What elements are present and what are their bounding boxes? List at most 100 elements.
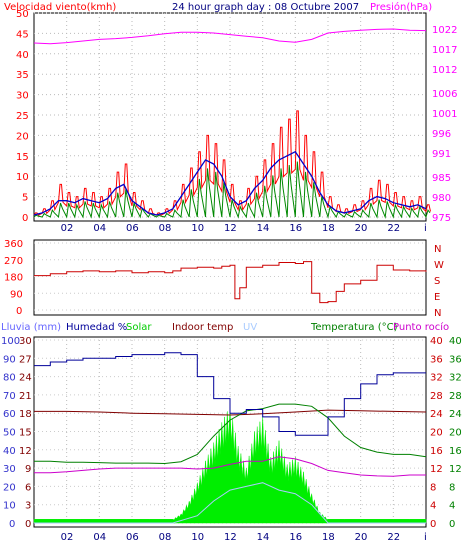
wind-y-tick: 35 bbox=[16, 70, 29, 81]
humidity-y-tick: 70 bbox=[3, 391, 16, 402]
legend-uv: UV bbox=[243, 322, 257, 333]
indoor-y-tick: 3 bbox=[25, 501, 31, 512]
uv-line bbox=[34, 482, 426, 524]
wind-x-tick: 02 bbox=[61, 223, 74, 234]
wind-y-tick: 10 bbox=[16, 172, 29, 183]
humidity-y-tick: 10 bbox=[3, 501, 16, 512]
temp-y-tick: 20 bbox=[430, 428, 443, 439]
indoor-y-tick: 12 bbox=[19, 446, 32, 457]
humidity-y-tick: 50 bbox=[3, 428, 16, 439]
temp-x-tick: 18 bbox=[322, 532, 335, 543]
wind-x-tick: 22 bbox=[387, 223, 400, 234]
wind-y-tick: 30 bbox=[16, 91, 29, 102]
dew-y-tick: 16 bbox=[449, 446, 462, 457]
humidity-y-tick: 80 bbox=[3, 373, 16, 384]
temp-x-tick: 22 bbox=[387, 532, 400, 543]
pressure-y-tick: 1017 bbox=[432, 45, 457, 56]
temp-x-tick: 02 bbox=[61, 532, 74, 543]
temperature-line bbox=[34, 403, 427, 465]
wind-x-tick: 16 bbox=[289, 223, 302, 234]
humidity-y-tick: 20 bbox=[3, 482, 16, 493]
temp-y-tick: 8 bbox=[430, 482, 436, 493]
wind-x-tick-end: i bbox=[424, 223, 427, 234]
temp-x-tick: 04 bbox=[93, 532, 106, 543]
indoor-y-tick: 27 bbox=[19, 354, 32, 365]
wind-x-tick: 20 bbox=[355, 223, 368, 234]
legend-indoor-temp: Indoor temp bbox=[172, 322, 233, 333]
temp-x-tick-end: i bbox=[424, 532, 427, 543]
wind-y-tick: 5 bbox=[22, 193, 28, 204]
indoor-temp-line bbox=[34, 409, 427, 416]
humidity-y-tick: 60 bbox=[3, 409, 16, 420]
indoor-y-tick: 24 bbox=[19, 373, 32, 384]
pressure-y-tick: 975 bbox=[432, 213, 451, 224]
dew-y-tick: 0 bbox=[449, 519, 455, 530]
dew-y-tick: 28 bbox=[449, 391, 462, 402]
temp-y-tick: 12 bbox=[430, 464, 443, 475]
graph-title: 24 hour graph day : 08 Octubre 2007 bbox=[172, 2, 359, 13]
humidity-y-tick: 0 bbox=[9, 519, 15, 530]
pressure-line bbox=[33, 28, 427, 45]
wind-y-tick: 0 bbox=[22, 213, 28, 224]
temp-y-tick: 36 bbox=[430, 354, 443, 365]
pressure-y-tick: 1006 bbox=[432, 89, 457, 100]
humidity-y-tick: 40 bbox=[3, 446, 16, 457]
direction-compass-tick: E bbox=[434, 292, 440, 303]
wind-x-tick: 08 bbox=[159, 223, 172, 234]
indoor-y-tick: 18 bbox=[19, 409, 32, 420]
wind-x-tick: 12 bbox=[224, 223, 237, 234]
wind-y-tick: 45 bbox=[16, 29, 29, 40]
wind-x-tick: 04 bbox=[93, 223, 106, 234]
temp-y-tick: 40 bbox=[430, 336, 443, 347]
legend-humidity: Humedad % bbox=[66, 322, 127, 333]
dew-y-tick: 20 bbox=[449, 428, 462, 439]
wind-y-tick: 40 bbox=[16, 50, 29, 61]
dew-y-tick: 32 bbox=[449, 373, 462, 384]
direction-panel-frame bbox=[33, 239, 427, 316]
direction-compass-tick: S bbox=[434, 276, 440, 287]
temp-y-tick: 0 bbox=[430, 519, 436, 530]
temp-y-tick: 32 bbox=[430, 373, 443, 384]
direction-y-tick: 0 bbox=[16, 306, 22, 317]
direction-y-tick: 90 bbox=[10, 289, 23, 300]
pressure-y-tick: 1001 bbox=[432, 109, 457, 120]
humidity-y-tick: 90 bbox=[3, 354, 16, 365]
pressure-y-tick: 980 bbox=[432, 193, 451, 204]
pressure-y-tick: 1022 bbox=[432, 25, 457, 36]
temp-y-tick: 16 bbox=[430, 446, 443, 457]
dew-y-tick: 24 bbox=[449, 409, 462, 420]
direction-compass-tick: W bbox=[434, 260, 444, 271]
temp-x-tick: 08 bbox=[159, 532, 172, 543]
dew-y-tick: 36 bbox=[449, 354, 462, 365]
temp-x-tick: 06 bbox=[126, 532, 139, 543]
humidity-y-tick: 30 bbox=[3, 464, 16, 475]
temp-y-tick: 24 bbox=[430, 409, 443, 420]
indoor-y-tick: 15 bbox=[19, 428, 32, 439]
wind-y-tick: 15 bbox=[16, 152, 29, 163]
indoor-y-tick: 0 bbox=[25, 519, 31, 530]
wind-green-line bbox=[33, 161, 431, 219]
temp-x-tick: 10 bbox=[191, 532, 204, 543]
legend-solar: Solar bbox=[126, 322, 152, 333]
chart-marks: 02 04 06 08 10 12 14 16 18 20 22 i05101520253035404… bbox=[1, 9, 462, 543]
temp-x-tick: 20 bbox=[355, 532, 368, 543]
wind-y-tick: 50 bbox=[16, 9, 29, 20]
temp-y-tick: 4 bbox=[430, 501, 436, 512]
direction-y-tick: 180 bbox=[4, 273, 23, 284]
humidity-line bbox=[34, 352, 426, 436]
wind-y-tick: 20 bbox=[16, 131, 29, 142]
direction-compass-tick: N bbox=[434, 308, 441, 319]
temperature-legend: Lluvia (mm) Humedad % Solar Indoor temp … bbox=[1, 321, 449, 333]
wind-direction-line bbox=[34, 261, 427, 304]
wind-speed-label: Velocidad viento(kmh) bbox=[4, 2, 116, 13]
dew-y-tick: 12 bbox=[449, 464, 462, 475]
dew-y-tick: 8 bbox=[449, 482, 455, 493]
pressure-y-tick: 996 bbox=[432, 129, 451, 140]
humidity-y-tick: 100 bbox=[1, 336, 20, 347]
dew-y-tick: 4 bbox=[449, 501, 455, 512]
indoor-y-tick: 9 bbox=[25, 464, 31, 475]
indoor-y-tick: 6 bbox=[25, 482, 31, 493]
legend-rain: Lluvia (mm) bbox=[1, 322, 61, 333]
temp-x-tick: 12 bbox=[224, 532, 237, 543]
